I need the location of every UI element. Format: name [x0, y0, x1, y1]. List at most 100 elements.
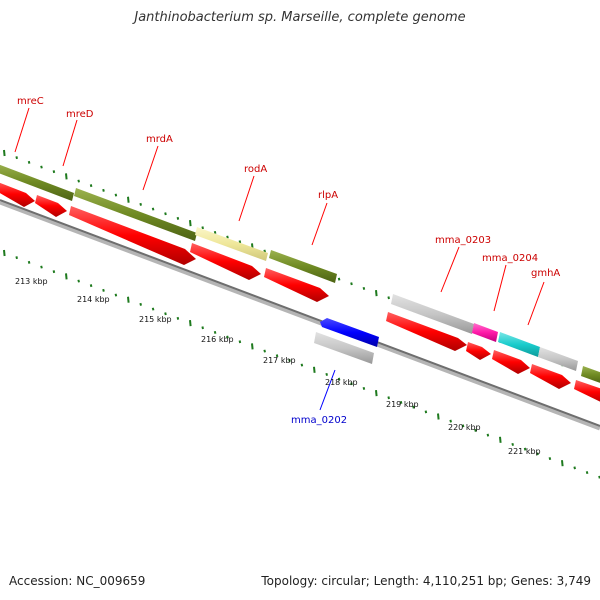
- gene-label-mreD: mreD: [66, 109, 94, 120]
- cds-row-forward: [0, 181, 600, 404]
- minor-tick: [288, 358, 291, 362]
- minor-tick: [511, 442, 514, 446]
- minor-tick: [449, 419, 452, 423]
- gene-label-mrdA: mrdA: [146, 134, 173, 145]
- scale-label: 215 kbp: [139, 315, 172, 324]
- gene-rlpA-feature[interactable]: [269, 250, 337, 283]
- gene-mrdA-feature[interactable]: [74, 188, 197, 241]
- minor-tick: [77, 279, 80, 283]
- minor-tick: [412, 405, 415, 409]
- cds-arrow[interactable]: [574, 380, 600, 404]
- minor-tick: [238, 240, 242, 244]
- minor-tick: [461, 424, 465, 428]
- minor-tick: [362, 286, 366, 290]
- minor-tick: [52, 270, 56, 274]
- minor-tick: [40, 165, 43, 169]
- genome-backbone: [0, 199, 600, 431]
- minor-tick: [114, 193, 118, 197]
- minor-tick: [151, 207, 155, 211]
- gene-gmhA-feature[interactable]: [498, 332, 540, 357]
- major-tick: [65, 273, 68, 280]
- topology-summary: Topology: circular; Length: 4,110,251 bp…: [261, 574, 591, 588]
- major-tick: [561, 460, 564, 467]
- minor-tick: [585, 471, 589, 475]
- major-tick: [499, 436, 502, 443]
- minor-tick: [275, 354, 279, 358]
- lower-tick-row: [3, 249, 600, 479]
- minor-tick: [213, 230, 217, 234]
- minor-tick: [114, 293, 118, 297]
- minor-tick: [573, 466, 576, 470]
- cds-arrow[interactable]: [386, 312, 467, 351]
- gene-label-mma_0204: mma_0204: [482, 253, 538, 264]
- cds-row-reverse: [314, 318, 379, 364]
- minor-tick: [350, 282, 353, 286]
- scale-label: 214 kbp: [77, 295, 110, 304]
- minor-tick: [523, 447, 527, 451]
- label-leaders: [14, 107, 545, 411]
- gene-label-mma_0202: mma_0202: [291, 415, 347, 426]
- minor-tick: [89, 184, 93, 188]
- gene-label-rodA: rodA: [244, 164, 267, 175]
- minor-tick: [164, 312, 167, 316]
- scale-label: 220 kbp: [448, 423, 481, 432]
- cds-arrow[interactable]: [69, 206, 196, 265]
- major-tick: [127, 296, 130, 303]
- gene-rodA-feature[interactable]: [195, 227, 268, 261]
- scale-label: 217 kbp: [263, 356, 296, 365]
- gene-label-gmhA: gmhA: [531, 268, 560, 279]
- major-tick: [189, 320, 192, 327]
- map-title: Janthinobacterium sp. Marseille, complet…: [134, 10, 466, 25]
- scale-label: 219 kbp: [386, 400, 419, 409]
- major-tick: [375, 390, 378, 397]
- minor-tick: [238, 340, 242, 344]
- scale-label: 218 kbp: [325, 378, 358, 387]
- minor-tick: [27, 260, 31, 264]
- cds-arrow[interactable]: [492, 350, 530, 374]
- cds-arrow[interactable]: [466, 342, 491, 360]
- minor-tick: [486, 433, 490, 437]
- major-tick: [65, 173, 68, 180]
- gene-row: [0, 163, 600, 384]
- minor-tick: [387, 296, 390, 300]
- major-tick: [3, 249, 6, 257]
- minor-tick: [52, 170, 56, 174]
- gene-mreC-feature[interactable]: [0, 163, 74, 201]
- scale-label: 213 kbp: [15, 277, 48, 286]
- gene-mma_0202-feature[interactable]: [320, 318, 379, 347]
- minor-tick: [226, 335, 229, 339]
- minor-tick: [424, 410, 428, 414]
- minor-tick: [201, 326, 204, 330]
- minor-tick: [300, 363, 304, 367]
- minor-tick: [263, 349, 266, 353]
- minor-tick: [164, 212, 167, 216]
- major-tick: [375, 290, 378, 297]
- gene-olive-edge-feature[interactable]: [581, 366, 600, 384]
- grey-reverse-feature[interactable]: [314, 332, 374, 364]
- minor-tick: [337, 377, 341, 381]
- cds-arrow[interactable]: [264, 268, 329, 302]
- minor-tick: [548, 457, 552, 461]
- minor-tick: [325, 372, 328, 376]
- minor-tick: [40, 265, 43, 269]
- cds-arrow[interactable]: [530, 364, 571, 389]
- scale-label: 216 kbp: [201, 335, 234, 344]
- minor-tick: [77, 179, 80, 183]
- major-tick: [127, 196, 130, 203]
- cds-arrow[interactable]: [190, 243, 261, 280]
- minor-tick: [176, 316, 180, 320]
- minor-tick: [151, 307, 155, 311]
- major-tick: [189, 220, 192, 227]
- minor-tick: [201, 226, 204, 230]
- gene-mma_0204-feature[interactable]: [472, 323, 498, 342]
- minor-tick: [102, 288, 105, 292]
- gene-grey-feature[interactable]: [538, 347, 578, 371]
- minor-tick: [102, 188, 105, 192]
- cds-arrow[interactable]: [0, 181, 35, 207]
- gene-label-mreC: mreC: [17, 96, 44, 107]
- minor-tick: [89, 284, 93, 288]
- cds-arrow[interactable]: [35, 195, 67, 217]
- gene-mma_0203-feature[interactable]: [391, 294, 474, 334]
- scale-label: 221 kbp: [508, 447, 541, 456]
